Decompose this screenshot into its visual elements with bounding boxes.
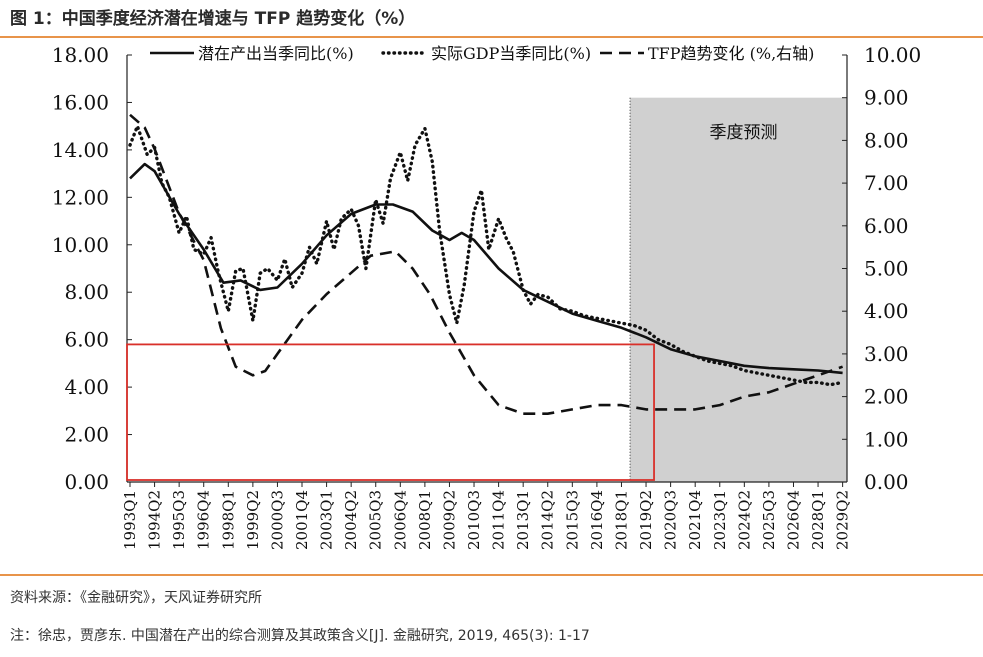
y-left-tick-label: 0.00 [64, 470, 109, 494]
y-right-tick-label: 5.00 [864, 257, 909, 281]
legend-label-3: TFP趋势变化 (%,右轴) [648, 44, 814, 63]
y-right-tick-label: 1.00 [864, 427, 909, 451]
x-tick-label: 1996Q4 [195, 490, 213, 550]
x-tick-label: 2021Q4 [686, 490, 704, 550]
x-tick-label: 2019Q2 [637, 490, 655, 550]
chart-title: 图 1：中国季度经济潜在增速与 TFP 趋势变化（%） [10, 9, 416, 29]
y-left-tick-label: 10.00 [52, 233, 109, 257]
x-tick-label: 2016Q4 [588, 490, 606, 550]
y-right-tick-label: 10.00 [864, 43, 921, 67]
x-tick-label: 2008Q1 [416, 490, 434, 550]
x-tick-label: 2014Q2 [539, 490, 557, 550]
y-right-tick-label: 6.00 [864, 214, 909, 238]
x-tick-label: 2000Q3 [268, 490, 286, 550]
x-tick-label: 2010Q3 [465, 490, 483, 550]
x-tick-label: 1998Q1 [219, 490, 237, 550]
x-tick-label: 2006Q4 [391, 490, 409, 550]
x-tick-label: 2020Q3 [662, 490, 680, 550]
series-line-3 [129, 113, 844, 415]
x-tick-label: 2013Q1 [514, 490, 532, 550]
source-text: 资料来源：《金融研究》，天风证券研究所 [10, 590, 262, 606]
series-line-1 [129, 162, 843, 375]
x-tick-label: 2024Q2 [735, 490, 753, 550]
y-right-tick-label: 3.00 [864, 342, 909, 366]
chart-area: 季度预测 0.00 2.00 4.00 6.00 8.00 10.00 12.00 14.00… [52, 43, 922, 550]
x-tick-label: 2011Q4 [490, 490, 508, 550]
x-tick-label: 1995Q3 [170, 490, 188, 550]
x-tick-label: 2003Q1 [318, 490, 336, 550]
x-tick-label: 2029Q2 [834, 490, 852, 550]
y-right-tick-label: 7.00 [864, 171, 909, 195]
y-left-tick-label: 16.00 [52, 90, 109, 114]
y-right-tick-label: 8.00 [864, 128, 909, 152]
x-tick-label: 2005Q3 [367, 490, 385, 550]
x-tick-label: 1999Q2 [244, 490, 262, 550]
note-text: 注：徐忠，贾彦东. 中国潜在产出的综合测算及其政策含义[J]. 金融研究, 20… [10, 628, 590, 644]
x-tick-label: 2028Q1 [809, 490, 827, 550]
x-tick-label: 2026Q4 [784, 490, 802, 550]
x-tick-label: 2025Q3 [760, 490, 778, 550]
y-left-tick-label: 4.00 [64, 375, 109, 399]
y-left-tick-label: 2.00 [64, 423, 109, 447]
top-rule [0, 36, 983, 38]
x-tick-label: 1994Q2 [146, 490, 164, 550]
y-right-tick-label: 2.00 [864, 385, 909, 409]
x-tick-label: 2015Q3 [563, 490, 581, 550]
y-left-tick-label: 6.00 [64, 328, 109, 352]
y-left-tick-label: 8.00 [64, 280, 109, 304]
y-right-tick-label: 9.00 [864, 86, 909, 110]
y-left-tick-label: 18.00 [52, 43, 109, 67]
x-tick-label: 2001Q4 [293, 490, 311, 550]
y-right-tick-label: 4.00 [864, 299, 909, 323]
legend-label-2: 实际GDP当季同比(%) [431, 44, 591, 63]
forecast-region [630, 97, 847, 482]
x-tick-label: 2023Q1 [711, 490, 729, 550]
y-left-tick-label: 14.00 [52, 138, 109, 162]
forecast-label: 季度预测 [710, 123, 778, 143]
y-left-tick-label: 12.00 [52, 185, 109, 209]
x-tick-label: 1993Q1 [121, 490, 139, 550]
legend-label-1: 潜在产出当季同比(%) [198, 44, 354, 63]
x-tick-label: 2018Q1 [612, 490, 630, 550]
series-line-2 [128, 124, 845, 387]
bottom-rule [0, 574, 983, 576]
x-tick-label: 2004Q2 [342, 490, 360, 550]
highlight-box [126, 343, 655, 481]
x-tick-label: 2009Q2 [440, 490, 458, 550]
y-right-tick-label: 0.00 [864, 470, 909, 494]
